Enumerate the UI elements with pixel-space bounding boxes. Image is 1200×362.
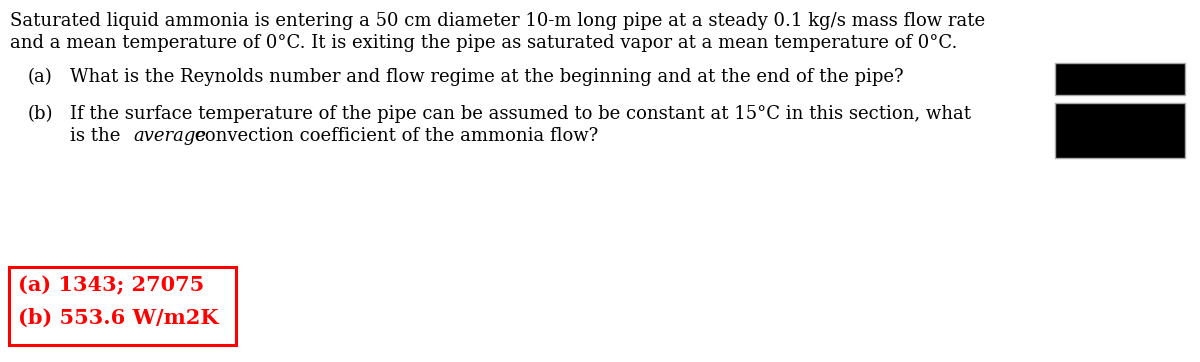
- Text: If the surface temperature of the pipe can be assumed to be constant at 15°C in : If the surface temperature of the pipe c…: [70, 105, 971, 123]
- Text: (a) 1343; 27075: (a) 1343; 27075: [18, 275, 204, 295]
- Text: What is the Reynolds number and flow regime at the beginning and at the end of t: What is the Reynolds number and flow reg…: [70, 68, 904, 86]
- Bar: [1055, 63, 1186, 95]
- Text: average: average: [133, 127, 206, 145]
- Text: Saturated liquid ammonia is entering a 50 cm diameter 10-m long pipe at a steady: Saturated liquid ammonia is entering a 5…: [10, 12, 985, 30]
- Text: (b) 553.6 W/m2K: (b) 553.6 W/m2K: [18, 308, 218, 328]
- Text: (a): (a): [28, 68, 53, 86]
- Bar: [1055, 103, 1186, 158]
- Text: convection coefficient of the ammonia flow?: convection coefficient of the ammonia fl…: [190, 127, 599, 145]
- Text: is the: is the: [70, 127, 126, 145]
- FancyBboxPatch shape: [10, 267, 236, 345]
- Text: (b): (b): [28, 105, 54, 123]
- Text: and a mean temperature of 0°C. It is exiting the pipe as saturated vapor at a me: and a mean temperature of 0°C. It is exi…: [10, 34, 958, 52]
